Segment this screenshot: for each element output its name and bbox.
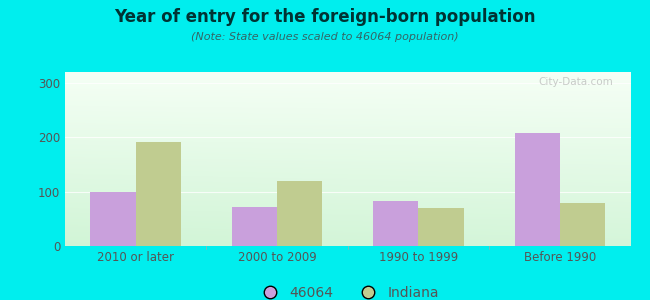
Text: (Note: State values scaled to 46064 population): (Note: State values scaled to 46064 popu… [191, 32, 459, 41]
Legend: 46064, Indiana: 46064, Indiana [251, 280, 445, 300]
Bar [560, 202, 605, 246]
Bar [277, 181, 322, 246]
Bar [515, 134, 560, 246]
Text: Year of entry for the foreign-born population: Year of entry for the foreign-born popul… [114, 8, 536, 26]
Bar [90, 192, 136, 246]
Bar [136, 142, 181, 246]
Bar [419, 208, 463, 246]
Text: City-Data.com: City-Data.com [539, 77, 614, 87]
Bar [232, 207, 277, 246]
Bar [373, 201, 419, 246]
